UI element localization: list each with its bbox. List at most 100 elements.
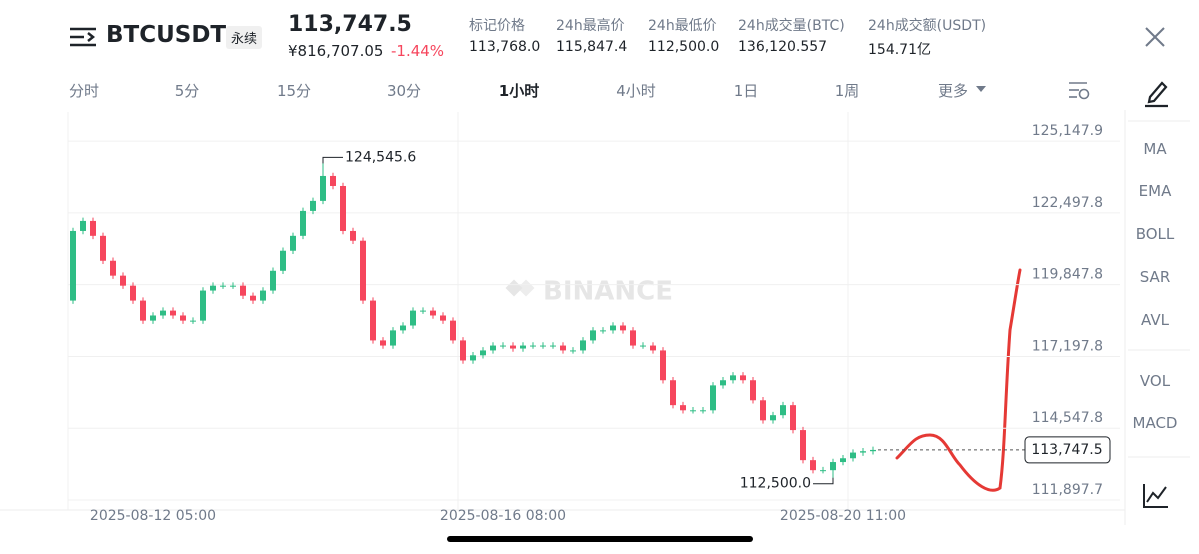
indicator[interactable]: AVL [1141,311,1169,329]
candle-body [630,330,636,346]
candle-body [800,430,806,461]
candle-body [730,375,736,381]
x-tick-label: 2025-08-16 08:00 [440,508,566,524]
chart-icon[interactable] [1143,484,1168,508]
tab[interactable]: 分时 [68,82,100,100]
candle-body [270,270,276,291]
stat-value: 113,768.0 [469,39,541,55]
candle-body [480,350,486,356]
indicator[interactable]: VOL [1139,372,1171,390]
tab[interactable]: 15分 [276,82,312,100]
candle-body [470,355,476,361]
max-label: 124,545.6 [345,149,416,165]
y-tick-label: 111,897.7 [1032,482,1103,498]
candle-body [340,185,346,231]
tab[interactable]: 30分 [386,82,422,100]
tab[interactable]: 1周 [834,82,860,100]
candle-body [580,340,586,351]
y-tick-label: 122,497.8 [1032,195,1103,211]
candle-body [410,310,416,326]
indicator[interactable]: BOLL [1135,225,1175,243]
candle-body [440,315,446,321]
candle-body [300,210,306,236]
candle-body [150,315,156,321]
tab[interactable]: 4小时 [616,82,656,100]
candle-body [640,345,646,347]
candle-body [190,320,196,322]
candle-body [840,458,846,463]
x-tick-label: 2025-08-12 05:00 [90,508,216,524]
max-marker [322,156,343,164]
symbol: BTCUSDT [106,22,227,48]
close-icon[interactable] [1145,27,1165,47]
candle-body [600,330,606,332]
candle-body [650,345,656,351]
candle-body [110,260,116,276]
candle-body [260,290,266,301]
stat-label: 24h最高价 [556,18,625,34]
candle-body [540,345,546,347]
candle-body [530,345,536,347]
tab[interactable]: 5分 [174,82,200,100]
candle-body [210,285,216,291]
candle-body [620,325,626,331]
price-cny: ¥816,707.05 [288,42,384,60]
candle-body [820,470,826,472]
indicator[interactable]: EMA [1138,182,1172,200]
candle-body [330,175,336,186]
indicator[interactable]: SAR [1139,268,1171,286]
candle-body [740,375,746,381]
candle-body [290,235,296,251]
stat-label: 24h成交额(USDT) [868,18,987,34]
candle-body [720,380,726,386]
candle-body [790,405,796,431]
candle-body [70,230,76,301]
stat-value: 136,120.557 [738,39,828,55]
candle-body [160,310,166,316]
stat-label: 24h最低价 [648,18,717,34]
stat-label: 标记价格 [469,18,525,34]
candle-body [760,400,766,421]
price-change: -1.44% [391,42,445,60]
stat-label: 24h成交量(BTC) [738,18,845,34]
candle-body [680,405,686,411]
candle-body [660,350,666,381]
candle-body [230,285,236,287]
tab-active[interactable]: 1小时 [498,82,540,100]
candle-body [360,240,366,301]
dropdown-arrow [976,86,986,92]
min-label: 112,500.0 [740,476,811,492]
candle-body [860,451,866,453]
stat-value: 154.71亿 [868,42,931,58]
candle-body [690,410,696,412]
menu-icon[interactable] [70,27,96,47]
candle-body [560,345,566,351]
candle-body [80,220,86,231]
stat-value: 112,500.0 [648,39,720,55]
tab[interactable]: 更多 [937,82,969,100]
candle-body [240,285,246,296]
candle-body [770,415,776,421]
y-tick-label: 114,547.8 [1032,410,1103,426]
settings-icon[interactable] [1069,82,1090,100]
candle-body [400,325,406,331]
candle-body [430,310,436,316]
y-tick-label: 117,197.8 [1032,338,1103,354]
candle-body [370,300,376,341]
candle-body [200,290,206,321]
tab[interactable]: 1日 [733,82,759,100]
candle-body [100,235,106,261]
candle-body [380,340,386,346]
candle-body [810,460,816,471]
candle-body [700,410,706,412]
indicator[interactable]: MA [1143,140,1167,158]
y-tick-label: 119,847.8 [1032,267,1103,283]
draw-icon[interactable] [1145,81,1168,108]
candle-body [320,175,326,201]
last-price-box [1024,436,1111,464]
min-marker [813,477,834,485]
indicator[interactable]: MACD [1132,414,1178,432]
candle-body [180,315,186,321]
candle-body [120,275,126,286]
